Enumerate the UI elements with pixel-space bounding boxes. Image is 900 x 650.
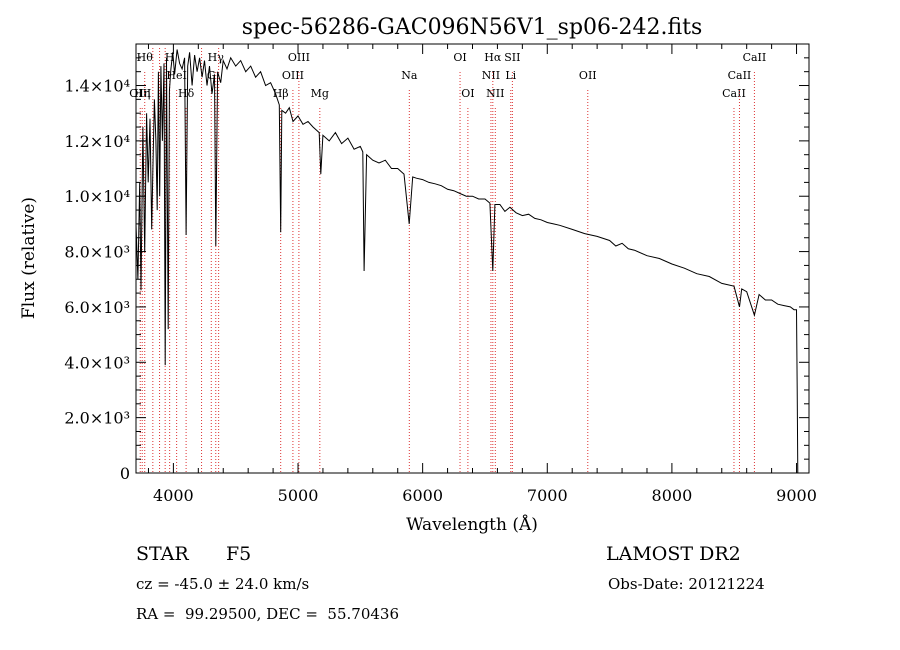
y-tick-label-6: 1.2×10⁴ xyxy=(64,132,130,151)
line-label-11: Hγ xyxy=(208,51,225,64)
x-tick-label-5: 9000 xyxy=(776,486,817,505)
line-label-26: CaII xyxy=(722,87,746,100)
x-tick-label-2: 6000 xyxy=(402,486,443,505)
coordinates: RA = 99.29500, DEC = 55.70436 xyxy=(136,605,400,623)
y-tick-label-0: 0 xyxy=(120,464,130,483)
y-axis: 0 2.0×10³ 4.0×10³ 6.0×10³ 8.0×10³ 1.0×10⁴ 1.2×… xyxy=(64,57,809,483)
object-subclass: F5 xyxy=(226,543,252,565)
line-label-10: G xyxy=(207,69,216,82)
line-label-2: Hθ xyxy=(137,51,154,64)
line-label-18: OI xyxy=(453,51,466,64)
line-label-27: CaII xyxy=(728,69,752,82)
y-tick-label-4: 8.0×10³ xyxy=(64,243,130,262)
y-axis-title: Flux (relative) xyxy=(19,197,39,319)
line-label-15: OIII xyxy=(288,51,310,64)
y-tick-label-7: 1.4×10⁴ xyxy=(64,77,130,96)
y-tick-label-5: 1.0×10⁴ xyxy=(64,187,130,206)
x-tick-label-3: 7000 xyxy=(527,486,568,505)
x-tick-label-4: 8000 xyxy=(652,486,693,505)
line-label-22: NII xyxy=(486,87,504,100)
line-label-24: SII xyxy=(504,51,520,64)
line-label-21: Hα xyxy=(484,51,502,64)
line-label-23: Li xyxy=(505,69,516,82)
x-tick-label-1: 5000 xyxy=(278,486,319,505)
line-label-25: OII xyxy=(579,69,597,82)
line-label-19: OI xyxy=(461,87,474,100)
redshift-line: cz = -45.0 ± 24.0 km/s xyxy=(136,575,310,593)
obs-date: Obs-Date: 20121224 xyxy=(608,575,765,593)
y-tick-label-2: 4.0×10³ xyxy=(64,353,130,372)
line-label-20: NII xyxy=(482,69,500,82)
x-tick-label-0: 4000 xyxy=(153,486,194,505)
line-label-16: Mg xyxy=(311,87,329,100)
series-line-spectrum xyxy=(135,49,799,474)
y-tick-label-1: 2.0×10³ xyxy=(64,409,130,428)
x-axis: 4000 5000 6000 7000 8000 9000 xyxy=(147,44,817,505)
line-label-28: CaII xyxy=(743,51,767,64)
line-label-0: OIII xyxy=(129,87,151,100)
object-class: STAR xyxy=(136,543,189,565)
x-axis-title: Wavelength (Å) xyxy=(406,514,538,535)
line-label-17: Na xyxy=(401,69,418,82)
line-label-6: H xyxy=(165,51,175,64)
line-label-1: Hη xyxy=(134,87,150,100)
plot-frame xyxy=(135,43,810,474)
line-label-8: Hδ xyxy=(178,87,195,100)
series-layer xyxy=(135,49,799,474)
line-label-14: OIII xyxy=(282,69,304,82)
chart-title: spec-56286-GAC096N56V1_sp06-242.fits xyxy=(242,15,703,40)
line-label-7: HeI xyxy=(166,69,186,82)
survey-name: LAMOST DR2 xyxy=(606,543,741,565)
y-tick-label-3: 6.0×10³ xyxy=(64,298,130,317)
